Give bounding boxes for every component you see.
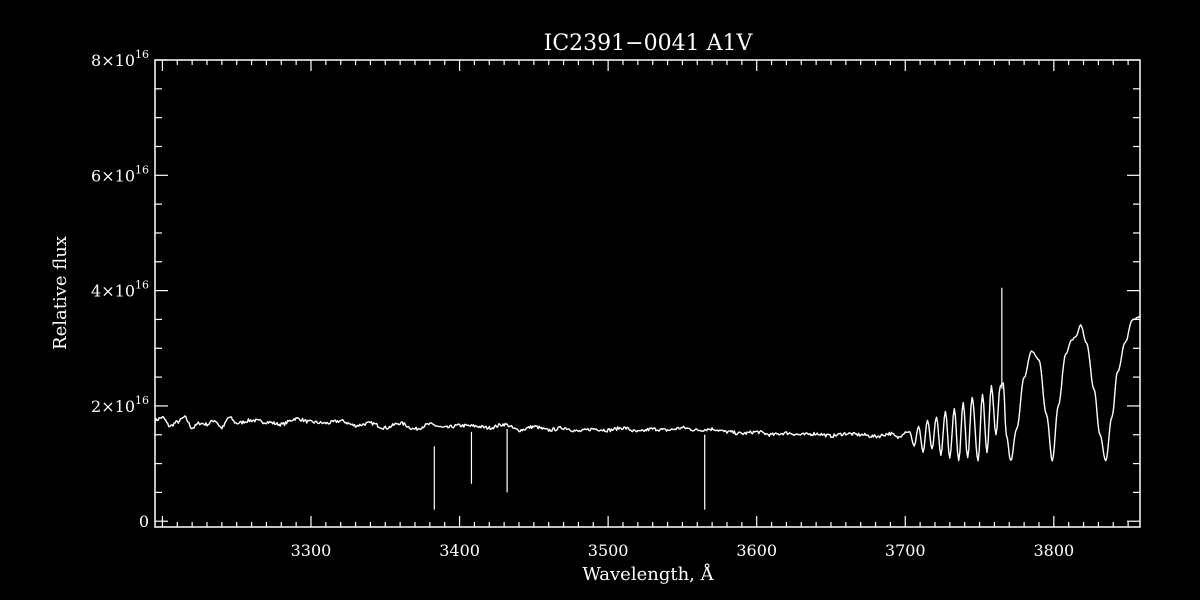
x-tick-label: 3400	[439, 541, 480, 560]
x-tick-labels: 3300 3400 3500 3600 3700 3800	[291, 541, 1075, 560]
x-tick-label: 3700	[885, 541, 926, 560]
y-tick-label: 0	[139, 512, 149, 531]
chart-title: IC2391−0041 A1V	[544, 31, 754, 56]
y-tick-label: 4×1016	[91, 279, 149, 301]
x-tick-label: 3500	[588, 541, 629, 560]
spectrum-spikes	[433, 287, 1003, 510]
y-tick-label: 6×1016	[91, 163, 149, 185]
y-axis-label: Relative flux	[50, 236, 71, 350]
axis-ticks	[155, 59, 1140, 527]
spectrum-line	[154, 315, 1140, 462]
y-tick-label: 2×1016	[91, 394, 149, 416]
x-tick-label: 3600	[736, 541, 777, 560]
y-tick-labels: 0 2×1016 4×1016 6×1016 8×1016	[91, 48, 149, 531]
x-tick-label: 3800	[1033, 541, 1074, 560]
x-axis-label: Wavelength, Å	[582, 563, 714, 585]
y-tick-label: 8×1016	[91, 48, 149, 70]
plot-area	[154, 59, 1141, 528]
x-tick-label: 3300	[291, 541, 332, 560]
